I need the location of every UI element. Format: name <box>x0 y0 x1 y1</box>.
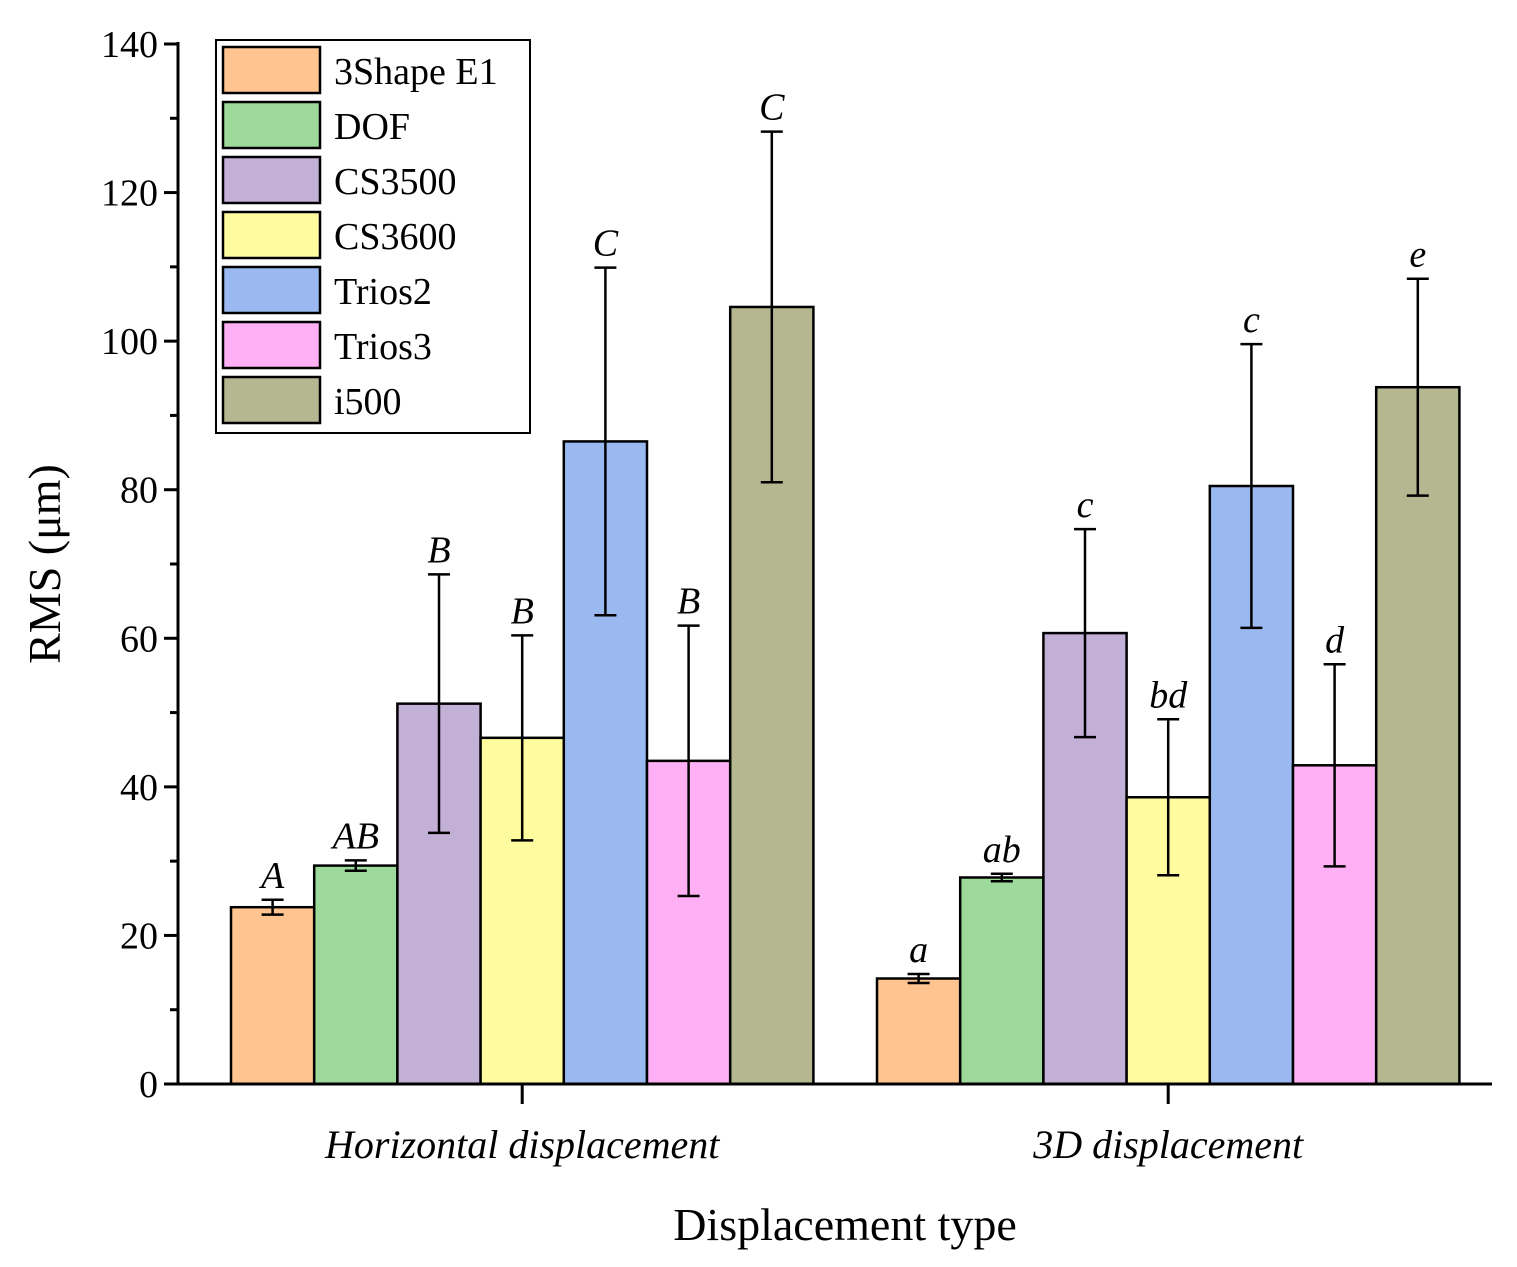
legend-label: 3Shape E1 <box>334 51 498 93</box>
error-bar-i500-horizontal-displacement <box>760 130 783 484</box>
legend: 3Shape E1 DOF CS3500 CS3600 Trios2 Trios3 i500 <box>215 39 531 434</box>
legend-label: CS3500 <box>334 161 456 203</box>
y-tick-label: 120 <box>101 173 158 215</box>
legend-label: i500 <box>334 381 402 423</box>
error-bars-layer <box>261 130 1429 985</box>
y-tick-label: 40 <box>120 767 158 809</box>
legend-item-i500: i500 <box>221 375 402 425</box>
significance-letter-cs3600-3d-displacement: bd <box>1149 674 1188 716</box>
significance-letter-cs3500-horizontal-displacement: B <box>427 529 450 571</box>
error-bar-i500-3d-displacement <box>1406 277 1429 497</box>
legend-swatch <box>221 210 322 260</box>
error-bar-dof-3d-displacement <box>990 872 1013 883</box>
legend-swatch <box>221 375 322 425</box>
significance-letter-trios3-3d-displacement: d <box>1325 619 1345 661</box>
error-bar-cs3600-3d-displacement <box>1157 718 1180 877</box>
legend-item-trios2: Trios2 <box>221 265 432 315</box>
y-tick-label: 60 <box>120 618 158 660</box>
significance-letter-3shape-e1-horizontal-displacement: A <box>258 855 285 897</box>
error-bar-trios3-horizontal-displacement <box>677 624 700 898</box>
error-bar-dof-horizontal-displacement <box>344 859 367 873</box>
error-bar-3shape-e1-3d-displacement <box>907 972 930 985</box>
error-bar-trios2-horizontal-displacement <box>594 266 617 617</box>
significance-letter-trios2-3d-displacement: c <box>1243 299 1260 341</box>
legend-swatch <box>221 100 322 150</box>
significance-letter-trios2-horizontal-displacement: C <box>593 223 619 265</box>
significance-letters-layer: A AB B B C B Ca ab c bd c d e <box>258 87 1426 971</box>
legend-label: CS3600 <box>334 216 456 258</box>
x-tick-label-3d-displacement: 3D displacement <box>1032 1122 1304 1167</box>
y-axis-title: RMS (μm) <box>19 464 70 664</box>
legend-item-dof: DOF <box>221 100 410 150</box>
legend-swatch <box>221 155 322 205</box>
bar-3shape-e1-3d-displacement <box>875 977 962 1086</box>
error-bar-trios2-3d-displacement <box>1240 342 1263 630</box>
bar-dof-3d-displacement <box>958 876 1045 1086</box>
legend-item-trios3: Trios3 <box>221 320 432 370</box>
legend-item-cs3600: CS3600 <box>221 210 456 260</box>
legend-swatch <box>221 265 322 315</box>
significance-letter-dof-horizontal-displacement: AB <box>330 815 379 857</box>
legend-label: DOF <box>334 106 410 148</box>
legend-label: Trios2 <box>334 271 432 313</box>
y-tick-label: 0 <box>139 1064 158 1106</box>
error-bar-cs3500-horizontal-displacement <box>428 573 450 835</box>
significance-letter-cs3500-3d-displacement: c <box>1077 484 1094 526</box>
significance-letter-dof-3d-displacement: ab <box>983 829 1021 871</box>
bar-3shape-e1-horizontal-displacement <box>229 905 316 1086</box>
legend-swatch <box>221 320 322 370</box>
significance-letter-trios3-horizontal-displacement: B <box>677 581 700 623</box>
error-bar-trios3-3d-displacement <box>1323 663 1346 868</box>
significance-letter-i500-3d-displacement: e <box>1409 234 1426 276</box>
significance-letter-i500-horizontal-displacement: C <box>759 87 785 129</box>
y-tick-label: 80 <box>120 470 158 512</box>
y-tick-label: 140 <box>101 24 158 66</box>
significance-letter-cs3600-horizontal-displacement: B <box>511 590 534 632</box>
legend-swatch <box>221 45 322 95</box>
error-bar-3shape-e1-horizontal-displacement <box>261 898 284 916</box>
y-tick-label: 20 <box>120 915 158 957</box>
legend-item-3shape-e1: 3Shape E1 <box>221 45 498 95</box>
legend-item-cs3500: CS3500 <box>221 155 456 205</box>
y-tick-label: 100 <box>101 321 158 363</box>
x-axis-title: Displacement type <box>673 1199 1017 1250</box>
legend-label: Trios3 <box>334 326 432 368</box>
error-bar-cs3600-horizontal-displacement <box>511 634 534 842</box>
axes-layer: 0 20 40 60 80 100 120 140 Horizontal displacemen… <box>101 24 1492 1167</box>
x-tick-label-horizontal-displacement: Horizontal displacement <box>324 1122 720 1167</box>
significance-letter-3shape-e1-3d-displacement: a <box>909 929 928 971</box>
bar-dof-horizontal-displacement <box>312 864 399 1086</box>
error-bar-cs3500-3d-displacement <box>1074 527 1096 739</box>
